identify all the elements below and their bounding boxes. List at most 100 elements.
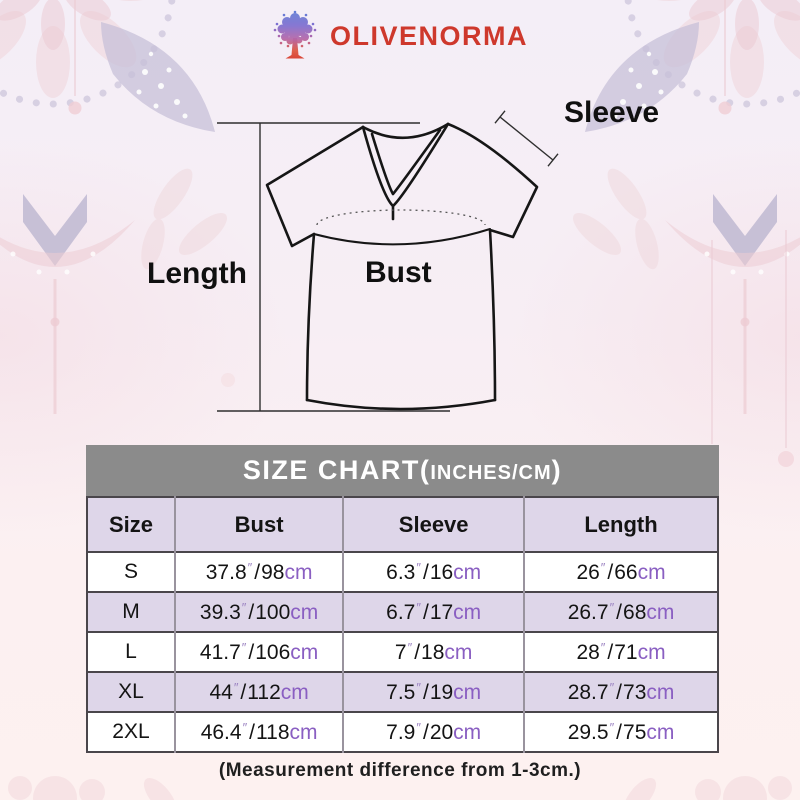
sleeve-cell: 7.9″/20cm	[342, 711, 525, 752]
cm-unit: cm	[453, 680, 482, 704]
cm-unit: cm	[284, 560, 313, 584]
measurement-note: (Measurement difference from 1-3cm.)	[218, 760, 582, 781]
inches-value: 26	[576, 560, 600, 584]
table-row-s: S 37.8″/98cm 6.3″/16cm 26″/66cm	[87, 551, 718, 592]
bust-cell: 46.4″/118cm	[173, 711, 344, 752]
inches-value: 7.5	[386, 680, 416, 704]
cm-unit: cm	[444, 640, 473, 664]
unit-separator: /	[607, 640, 614, 664]
unit-separator: /	[254, 560, 261, 584]
size-chart-title: SIZE CHART(INCHES/CM)	[86, 445, 719, 496]
shirt-outline	[265, 122, 539, 411]
unit-separator: /	[248, 640, 255, 664]
inch-mark: ″	[416, 719, 421, 735]
brand-header: OLIVENORMA	[0, 10, 800, 62]
cm-value: 71	[614, 640, 638, 664]
cm-unit: cm	[290, 600, 319, 624]
inches-value: 28.7	[567, 680, 609, 704]
column-header-length: Length	[523, 497, 718, 552]
length-cell: 26″/66cm	[523, 551, 718, 592]
cm-value: 106	[255, 640, 291, 664]
inch-mark: ″	[247, 559, 253, 575]
sleeve-cell: 6.7″/17cm	[342, 591, 525, 632]
unit-separator: /	[422, 600, 429, 624]
cm-value: 16	[429, 560, 454, 584]
bust-cell: 41.7″/106cm	[173, 631, 344, 672]
inch-mark: ″	[233, 679, 239, 695]
inch-mark: ″	[600, 559, 606, 575]
size-cell: L	[87, 631, 175, 672]
cm-unit: cm	[637, 560, 666, 584]
cm-value: 20	[429, 720, 454, 744]
size-chart: SIZE CHART(INCHES/CM) Size Bust Sleeve L…	[86, 445, 719, 753]
cm-value: 100	[255, 600, 291, 624]
sleeve-cell: 7.5″/19cm	[342, 671, 525, 712]
column-header-sleeve: Sleeve	[342, 497, 525, 552]
title-main: SIZE CHART(	[242, 455, 431, 485]
unit-separator: /	[422, 720, 429, 744]
unit-separator: /	[240, 680, 247, 704]
unit-separator: /	[607, 560, 614, 584]
inch-mark: ″	[609, 679, 615, 695]
inches-value: 37.8	[205, 560, 247, 584]
cm-unit: cm	[646, 720, 675, 744]
cm-value: 68	[623, 600, 647, 624]
size-cell: M	[87, 591, 175, 632]
cm-value: 112	[247, 680, 281, 704]
unit-separator: /	[616, 720, 623, 744]
inch-mark: ″	[416, 559, 421, 575]
inches-value: 6.3	[386, 560, 416, 584]
cm-value: 73	[623, 680, 647, 704]
bust-cell: 39.3″/100cm	[173, 591, 344, 632]
inch-mark: ″	[609, 719, 615, 735]
length-cell: 29.5″/75cm	[523, 711, 718, 752]
cm-value: 19	[429, 680, 454, 704]
cm-value: 75	[623, 720, 647, 744]
length-cell: 28.7″/73cm	[523, 671, 718, 712]
inches-value: 28	[576, 640, 600, 664]
size-chart-table: Size Bust Sleeve Length S 37.8″/98cm 6.3…	[86, 496, 719, 753]
inch-mark: ″	[241, 599, 247, 615]
table-row-2xl: 2XL 46.4″/118cm 7.9″/20cm 29.5″/75cm	[87, 711, 718, 752]
inch-mark: ″	[242, 719, 248, 735]
table-row-l: L 41.7″/106cm 7″/18cm 28″/71cm	[87, 631, 718, 672]
size-cell: 2XL	[87, 711, 175, 752]
cm-value: 18	[421, 640, 445, 664]
brand-tree-icon	[273, 10, 317, 59]
inches-value: 46.4	[200, 720, 242, 744]
cm-unit: cm	[289, 720, 318, 744]
column-header-bust: Bust	[173, 497, 344, 552]
unit-separator: /	[616, 600, 623, 624]
brand-name: OLIVENORMA	[329, 20, 528, 51]
inches-value: 6.7	[386, 600, 416, 624]
cm-value: 98	[261, 560, 285, 584]
bust-dotted-line	[316, 209, 486, 226]
length-cell: 28″/71cm	[523, 631, 718, 672]
inch-mark: ″	[407, 639, 413, 655]
cm-unit: cm	[646, 680, 675, 704]
unit-separator: /	[249, 720, 256, 744]
title-close: )	[551, 455, 563, 485]
bust-label: Bust	[365, 256, 432, 289]
inches-value: 41.7	[199, 640, 241, 664]
length-cell: 26.7″/68cm	[523, 591, 718, 632]
table-row-xl: XL 44″/112cm 7.5″/19cm 28.7″/73cm	[87, 671, 718, 712]
inches-value: 44	[209, 680, 233, 704]
unit-separator: /	[422, 680, 429, 704]
cm-unit: cm	[453, 720, 482, 744]
inches-value: 7	[394, 640, 407, 664]
inch-mark: ″	[609, 599, 615, 615]
sleeve-cell: 6.3″/16cm	[342, 551, 525, 592]
size-cell: XL	[87, 671, 175, 712]
inches-value: 7.9	[386, 720, 416, 744]
cm-value: 66	[614, 560, 638, 584]
bust-cell: 37.8″/98cm	[173, 551, 344, 592]
sleeve-cell: 7″/18cm	[342, 631, 525, 672]
cm-unit: cm	[453, 600, 482, 624]
sleeve-label: Sleeve	[564, 96, 659, 129]
inch-mark: ″	[416, 599, 421, 615]
title-units: INCHES/CM	[430, 462, 552, 484]
inch-mark: ″	[416, 679, 421, 695]
cm-unit: cm	[280, 680, 309, 704]
